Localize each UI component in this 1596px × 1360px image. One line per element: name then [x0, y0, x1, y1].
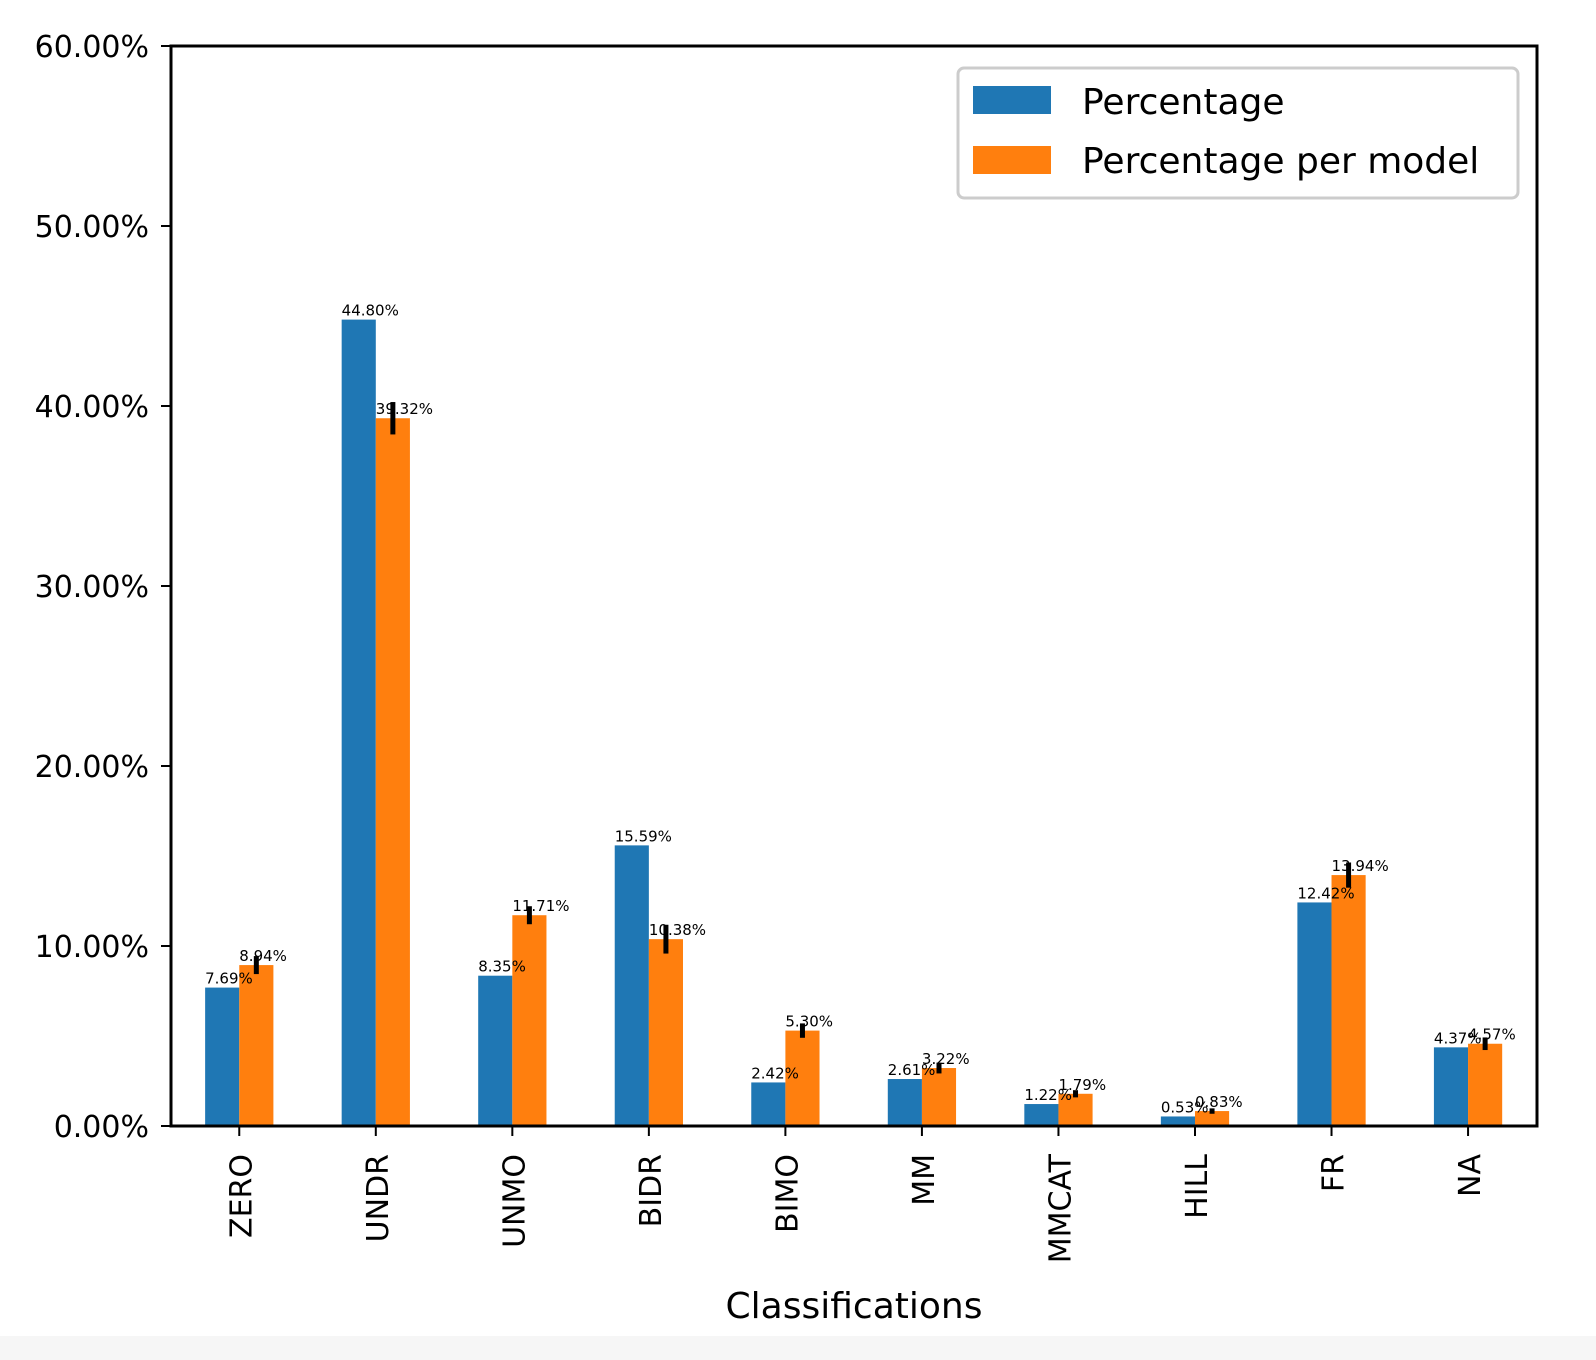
x-tick-label-unmo: UNMO — [497, 1154, 532, 1248]
bar-percentage-per-model-na — [1468, 1043, 1503, 1126]
x-axis-title: Classifications — [726, 1286, 983, 1327]
data-label-percentage-per-model-zero: 8.94% — [239, 947, 287, 965]
data-label-percentage-per-model-bidr: 10.38% — [649, 921, 706, 939]
x-tick-label-zero: ZERO — [224, 1154, 259, 1238]
bar-percentage-per-model-mm — [921, 1068, 957, 1126]
data-label-percentage-per-model-unmo: 11.71% — [512, 897, 569, 915]
x-tick-label-na: NA — [1453, 1154, 1488, 1197]
data-label-percentage-per-model-fr: 13.94% — [1332, 857, 1389, 875]
bar-percentage-undr — [341, 319, 376, 1127]
x-tick-label-fr: FR — [1317, 1154, 1352, 1192]
window-bottom-strip — [0, 1336, 1596, 1360]
error-bars-layer — [253, 402, 1488, 1114]
y-tick-label: 40.00% — [35, 390, 149, 425]
data-label-percentage-unmo: 8.35% — [478, 958, 526, 976]
legend-label-percentage: Percentage — [1082, 82, 1285, 123]
data-label-percentage-undr: 44.80% — [342, 302, 399, 320]
bar-percentage-per-model-fr — [1331, 875, 1366, 1126]
data-label-percentage-na: 4.37% — [1434, 1029, 1482, 1047]
data-label-percentage-bimo: 2.42% — [751, 1064, 799, 1082]
bar-percentage-mmcat — [1024, 1104, 1059, 1126]
legend: Percentage Percentage per model — [956, 66, 1520, 200]
y-tick-label: 10.00% — [35, 930, 149, 965]
y-tick-label: 20.00% — [35, 750, 149, 785]
bar-percentage-per-model-hill — [1194, 1111, 1230, 1126]
y-tick-label: 60.00% — [35, 30, 149, 65]
x-tick-label-bimo: BIMO — [770, 1154, 805, 1233]
bar-percentage-unmo — [478, 975, 513, 1126]
x-tick-label-bidr: BIDR — [634, 1154, 669, 1227]
y-tick-label: 0.00% — [54, 1110, 149, 1145]
data-label-percentage-fr: 12.42% — [1297, 884, 1354, 902]
legend-swatch-percentage-per-model — [973, 146, 1051, 174]
data-label-percentage-per-model-bimo: 5.30% — [785, 1013, 833, 1031]
data-label-percentage-mm: 2.61% — [888, 1061, 936, 1079]
bar-percentage-per-model-mmcat — [1058, 1093, 1093, 1126]
x-tick-label-undr: UNDR — [361, 1154, 396, 1242]
bars-layer — [205, 319, 1503, 1127]
y-tick-label: 50.00% — [35, 210, 149, 245]
x-tick-label-mm: MM — [907, 1154, 942, 1206]
legend-swatch-percentage — [973, 86, 1051, 114]
data-label-percentage-zero: 7.69% — [205, 970, 253, 988]
data-label-percentage-per-model-na: 4.57% — [1468, 1026, 1516, 1044]
x-tick-label-mmcat: MMCAT — [1043, 1153, 1078, 1263]
x-tick-label-hill: HILL — [1180, 1154, 1215, 1219]
data-label-percentage-hill: 0.53% — [1161, 1098, 1209, 1116]
bar-percentage-hill — [1160, 1116, 1195, 1126]
bar-percentage-bidr — [614, 845, 649, 1126]
data-label-percentage-per-model-hill: 0.83% — [1195, 1093, 1243, 1111]
data-label-percentage-mmcat: 1.22% — [1024, 1086, 1072, 1104]
y-axis: 0.00% 10.00% 20.00% 30.00% 40.00% 50.00% 60.00… — [35, 30, 171, 1145]
data-label-percentage-bidr: 15.59% — [615, 827, 672, 845]
bar-percentage-zero — [205, 987, 240, 1126]
bar-percentage-per-model-zero — [239, 965, 274, 1126]
y-tick-label: 30.00% — [35, 570, 149, 605]
bar-percentage-per-model-unmo — [512, 915, 547, 1126]
bar-percentage-per-model-bidr — [648, 939, 683, 1126]
bar-percentage-mm — [887, 1079, 922, 1126]
data-label-percentage-per-model-mm: 3.22% — [922, 1050, 970, 1068]
legend-label-percentage-per-model: Percentage per model — [1082, 141, 1479, 182]
legend-box — [956, 66, 1520, 200]
x-axis: ZERO UNDR UNMO BIDR BIMO MM MMCAT HILL FR NA — [224, 1126, 1488, 1263]
bar-percentage-fr — [1297, 902, 1332, 1126]
data-label-percentage-per-model-undr: 39.32% — [376, 400, 433, 418]
bar-percentage-per-model-bimo — [785, 1030, 820, 1126]
data-labels-layer: 7.69% 8.94% 44.80% 39.32% 8.35% 11.71% 15.59% 1… — [205, 302, 1516, 1117]
bar-percentage-bimo — [751, 1082, 786, 1126]
bar-percentage-na — [1433, 1047, 1469, 1126]
data-label-percentage-per-model-mmcat: 1.79% — [1058, 1076, 1106, 1094]
bar-percentage-per-model-undr — [375, 418, 410, 1126]
